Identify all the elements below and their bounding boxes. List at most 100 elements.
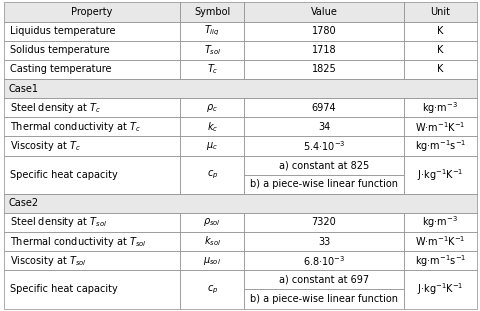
Bar bbox=[180, 60, 244, 79]
Text: J·kg$^{-1}$K$^{-1}$: J·kg$^{-1}$K$^{-1}$ bbox=[416, 167, 463, 183]
Bar bbox=[244, 213, 403, 232]
Text: W·m$^{-1}$K$^{-1}$: W·m$^{-1}$K$^{-1}$ bbox=[414, 235, 465, 248]
Bar bbox=[4, 232, 180, 251]
Bar bbox=[403, 156, 476, 194]
Bar bbox=[4, 213, 180, 232]
Bar bbox=[403, 213, 476, 232]
Text: $T_{c}$: $T_{c}$ bbox=[206, 63, 217, 76]
Text: Case1: Case1 bbox=[9, 84, 38, 94]
Bar bbox=[403, 98, 476, 117]
Bar bbox=[244, 21, 403, 41]
Bar bbox=[180, 156, 244, 194]
Bar bbox=[4, 251, 180, 270]
Text: Steel density at $T_{sol}$: Steel density at $T_{sol}$ bbox=[10, 216, 107, 230]
Text: kg·m$^{-3}$: kg·m$^{-3}$ bbox=[421, 100, 457, 116]
Text: a) constant at 825: a) constant at 825 bbox=[278, 160, 368, 170]
Bar bbox=[244, 98, 403, 117]
Text: Unit: Unit bbox=[430, 7, 450, 17]
Text: Value: Value bbox=[310, 7, 337, 17]
Text: 1718: 1718 bbox=[311, 45, 336, 55]
Text: 34: 34 bbox=[317, 122, 329, 132]
Text: Specific heat capacity: Specific heat capacity bbox=[10, 169, 117, 180]
Bar bbox=[244, 251, 403, 270]
Bar bbox=[403, 21, 476, 41]
Text: Steel density at $T_{c}$: Steel density at $T_{c}$ bbox=[10, 101, 100, 115]
Bar bbox=[244, 2, 403, 22]
Bar bbox=[180, 232, 244, 251]
Text: Casting temperature: Casting temperature bbox=[10, 64, 111, 74]
Bar bbox=[4, 2, 180, 22]
Text: K: K bbox=[436, 64, 443, 74]
Bar bbox=[244, 60, 403, 79]
Text: Symbol: Symbol bbox=[194, 7, 230, 17]
Bar bbox=[403, 270, 476, 309]
Bar bbox=[180, 213, 244, 232]
Text: $T_{sol}$: $T_{sol}$ bbox=[203, 44, 221, 57]
Text: 7320: 7320 bbox=[311, 217, 336, 227]
Text: Property: Property bbox=[72, 7, 113, 17]
Bar bbox=[244, 156, 403, 175]
Bar bbox=[4, 136, 180, 156]
Bar bbox=[244, 289, 403, 309]
Bar bbox=[403, 251, 476, 270]
Bar bbox=[4, 156, 180, 194]
Bar bbox=[244, 270, 403, 289]
Text: Liquidus temperature: Liquidus temperature bbox=[10, 26, 115, 36]
Text: Viscosity at $T_{sol}$: Viscosity at $T_{sol}$ bbox=[10, 254, 86, 268]
Bar bbox=[403, 117, 476, 136]
Text: $\mu_{c}$: $\mu_{c}$ bbox=[206, 140, 218, 152]
Text: $k_{c}$: $k_{c}$ bbox=[206, 120, 217, 134]
Text: a) constant at 697: a) constant at 697 bbox=[278, 275, 368, 285]
Text: b) a piece-wise linear function: b) a piece-wise linear function bbox=[250, 294, 397, 304]
Text: Specific heat capacity: Specific heat capacity bbox=[10, 284, 117, 295]
Bar bbox=[180, 251, 244, 270]
Text: $c_{p}$: $c_{p}$ bbox=[206, 169, 217, 181]
Text: J·kg$^{-1}$K$^{-1}$: J·kg$^{-1}$K$^{-1}$ bbox=[416, 281, 463, 297]
Bar bbox=[4, 270, 180, 309]
Bar bbox=[244, 117, 403, 136]
Text: $k_{sol}$: $k_{sol}$ bbox=[204, 235, 220, 248]
Text: Solidus temperature: Solidus temperature bbox=[10, 45, 109, 55]
Text: kg·m$^{-3}$: kg·m$^{-3}$ bbox=[421, 215, 457, 230]
Text: W·m$^{-1}$K$^{-1}$: W·m$^{-1}$K$^{-1}$ bbox=[414, 120, 465, 134]
Text: Thermal conductivity at $T_{sol}$: Thermal conductivity at $T_{sol}$ bbox=[10, 234, 146, 248]
Bar bbox=[180, 136, 244, 156]
Text: $\rho_{sol}$: $\rho_{sol}$ bbox=[203, 216, 221, 229]
Bar bbox=[403, 2, 476, 22]
Bar bbox=[4, 194, 476, 213]
Bar bbox=[244, 232, 403, 251]
Text: 6974: 6974 bbox=[311, 103, 336, 113]
Text: Case2: Case2 bbox=[9, 198, 38, 208]
Bar bbox=[4, 79, 476, 98]
Bar bbox=[4, 41, 180, 60]
Bar bbox=[4, 98, 180, 117]
Text: 33: 33 bbox=[317, 237, 329, 247]
Text: $\rho_{c}$: $\rho_{c}$ bbox=[206, 102, 218, 114]
Text: K: K bbox=[436, 45, 443, 55]
Text: 1825: 1825 bbox=[311, 64, 336, 74]
Bar bbox=[4, 21, 180, 41]
Text: $\mu_{sol}$: $\mu_{sol}$ bbox=[203, 255, 221, 267]
Text: 5.4·10$^{-3}$: 5.4·10$^{-3}$ bbox=[302, 139, 345, 153]
Bar bbox=[403, 232, 476, 251]
Text: K: K bbox=[436, 26, 443, 36]
Bar bbox=[180, 21, 244, 41]
Bar bbox=[244, 41, 403, 60]
Bar bbox=[180, 270, 244, 309]
Bar bbox=[4, 117, 180, 136]
Bar bbox=[180, 41, 244, 60]
Bar bbox=[180, 98, 244, 117]
Text: Viscosity at $T_{c}$: Viscosity at $T_{c}$ bbox=[10, 139, 80, 153]
Bar bbox=[180, 2, 244, 22]
Text: kg·m$^{-1}$s$^{-1}$: kg·m$^{-1}$s$^{-1}$ bbox=[414, 253, 465, 269]
Text: b) a piece-wise linear function: b) a piece-wise linear function bbox=[250, 179, 397, 189]
Text: 6.8·10$^{-3}$: 6.8·10$^{-3}$ bbox=[302, 254, 345, 267]
Bar bbox=[403, 41, 476, 60]
Bar bbox=[244, 136, 403, 156]
Bar bbox=[4, 60, 180, 79]
Text: 1780: 1780 bbox=[311, 26, 336, 36]
Bar bbox=[180, 117, 244, 136]
Bar bbox=[244, 175, 403, 194]
Text: $c_{p}$: $c_{p}$ bbox=[206, 283, 217, 295]
Bar bbox=[403, 60, 476, 79]
